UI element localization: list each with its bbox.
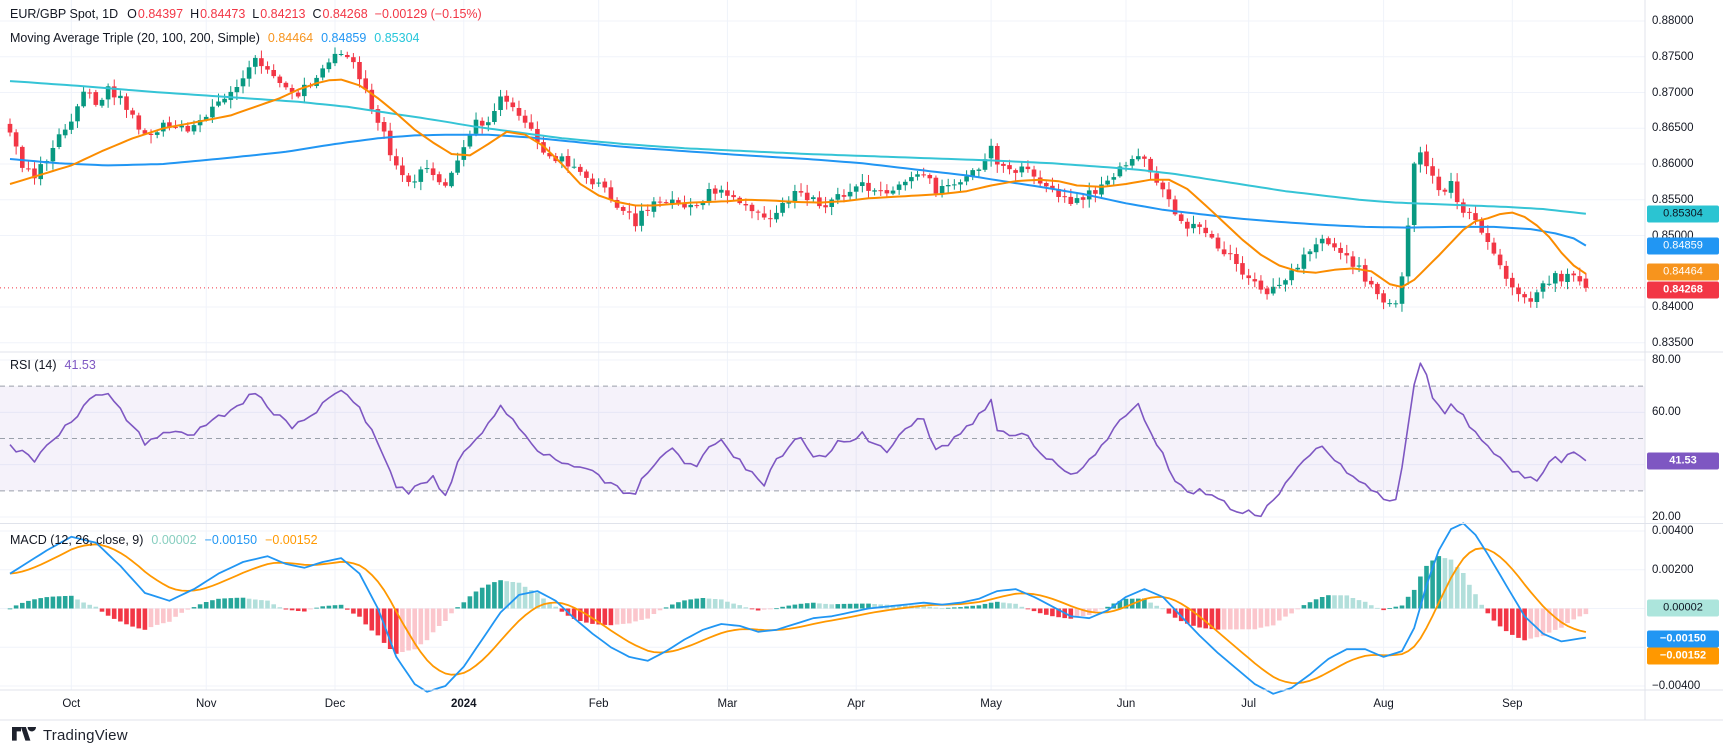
ma100-value: 0.84859: [321, 31, 367, 45]
rsi-axis-tick: 80.00: [1652, 354, 1681, 366]
time-axis-label-dec: Dec: [324, 698, 346, 710]
ma-legend[interactable]: Moving Average Triple (20, 100, 200, Sim…: [10, 31, 423, 45]
macd-axis-tick: 0.00200: [1652, 563, 1694, 576]
high-value: 0.84473: [200, 7, 246, 21]
price-axis-tick: 0.87000: [1652, 86, 1694, 99]
open-label: O: [127, 7, 137, 21]
time-axis-label-sep: Sep: [1502, 698, 1523, 710]
rsi-legend[interactable]: RSI (14) 41.53: [10, 358, 100, 372]
ma200-value: 0.85304: [374, 31, 420, 45]
price-axis-tick: 0.83500: [1652, 336, 1694, 349]
last-price-badge: 0.84268: [1647, 281, 1719, 299]
macd-label: MACD (12, 26, close, 9): [10, 533, 144, 547]
price-axis-tick: 0.88000: [1652, 15, 1694, 27]
time-axis-label-jun: Jun: [1116, 698, 1136, 710]
tradingview-logo-icon: [12, 727, 36, 744]
low-label: L: [252, 7, 260, 21]
price-axis-tick: 0.84000: [1652, 301, 1694, 313]
macd-axis-tick: 0.00400: [1652, 525, 1694, 537]
rsi-axis-tick: 20.00: [1652, 511, 1681, 523]
macd-histogram: [7, 556, 1589, 654]
macd-hist-badge: 0.00002: [1647, 599, 1719, 617]
tradingview-logo[interactable]: TradingView: [12, 727, 128, 744]
high-label: H: [190, 7, 200, 21]
macd-signal-badge: −0.00152: [1647, 647, 1719, 665]
time-axis-label-may: May: [980, 698, 1002, 710]
ma-legend-label: Moving Average Triple (20, 100, 200, Sim…: [10, 31, 260, 45]
time-axis-label-apr: Apr: [847, 698, 866, 710]
price-axis-tick: 0.86000: [1652, 158, 1694, 170]
price-axis-tick: 0.87500: [1652, 50, 1694, 63]
rsi-axis-tick: 60.00: [1652, 406, 1681, 419]
ma20-value: 0.84464: [267, 31, 314, 45]
low-value: 0.84213: [260, 7, 306, 21]
rsi-value: 41.53: [64, 358, 96, 372]
candles-layer: [7, 47, 1589, 312]
price-axis-tick: 0.85500: [1652, 193, 1694, 206]
time-axis-label-aug: Aug: [1373, 698, 1394, 710]
ma20-price-badge: 0.84464: [1647, 263, 1719, 281]
price-axis-tick: 0.86500: [1652, 122, 1694, 135]
ma200-price-badge: 0.85304: [1647, 205, 1719, 223]
macd-axis-tick: −0.00400: [1652, 680, 1701, 692]
time-axis-label-feb: Feb: [588, 698, 609, 710]
time-axis-label-mar: Mar: [717, 698, 738, 710]
time-axis-label-oct: Oct: [62, 698, 81, 710]
ma100-price-badge: 0.84859: [1647, 237, 1719, 255]
rsi-value-badge: 41.53: [1647, 452, 1719, 470]
time-axis-label-2024: 2024: [450, 698, 477, 710]
time-axis-label-jul: Jul: [1241, 698, 1257, 710]
macd-legend[interactable]: MACD (12, 26, close, 9) 0.00002 −0.00150 −0…: [10, 533, 322, 547]
tradingview-logo-text: TradingView: [43, 727, 128, 744]
macd-signal-value: −0.00152: [265, 533, 318, 547]
symbol-title: EUR/GBP Spot, 1D: [10, 7, 119, 21]
macd-line-value: −0.00150: [204, 533, 258, 547]
change-value: −0.00129 (−0.15%): [374, 7, 482, 21]
close-value: 0.84268: [322, 7, 368, 21]
time-axis-label-nov: Nov: [195, 698, 217, 710]
open-value: 0.84397: [137, 7, 184, 21]
macd-line-badge: −0.00150: [1647, 630, 1719, 648]
rsi-label: RSI (14): [10, 358, 57, 372]
macd-hist-value: 0.00002: [151, 533, 197, 547]
close-label: C: [312, 7, 322, 21]
rsi-line: [9, 362, 1587, 518]
symbol-legend[interactable]: EUR/GBP Spot, 1D O0.84397 H0.84473 L0.84213…: [10, 7, 486, 21]
